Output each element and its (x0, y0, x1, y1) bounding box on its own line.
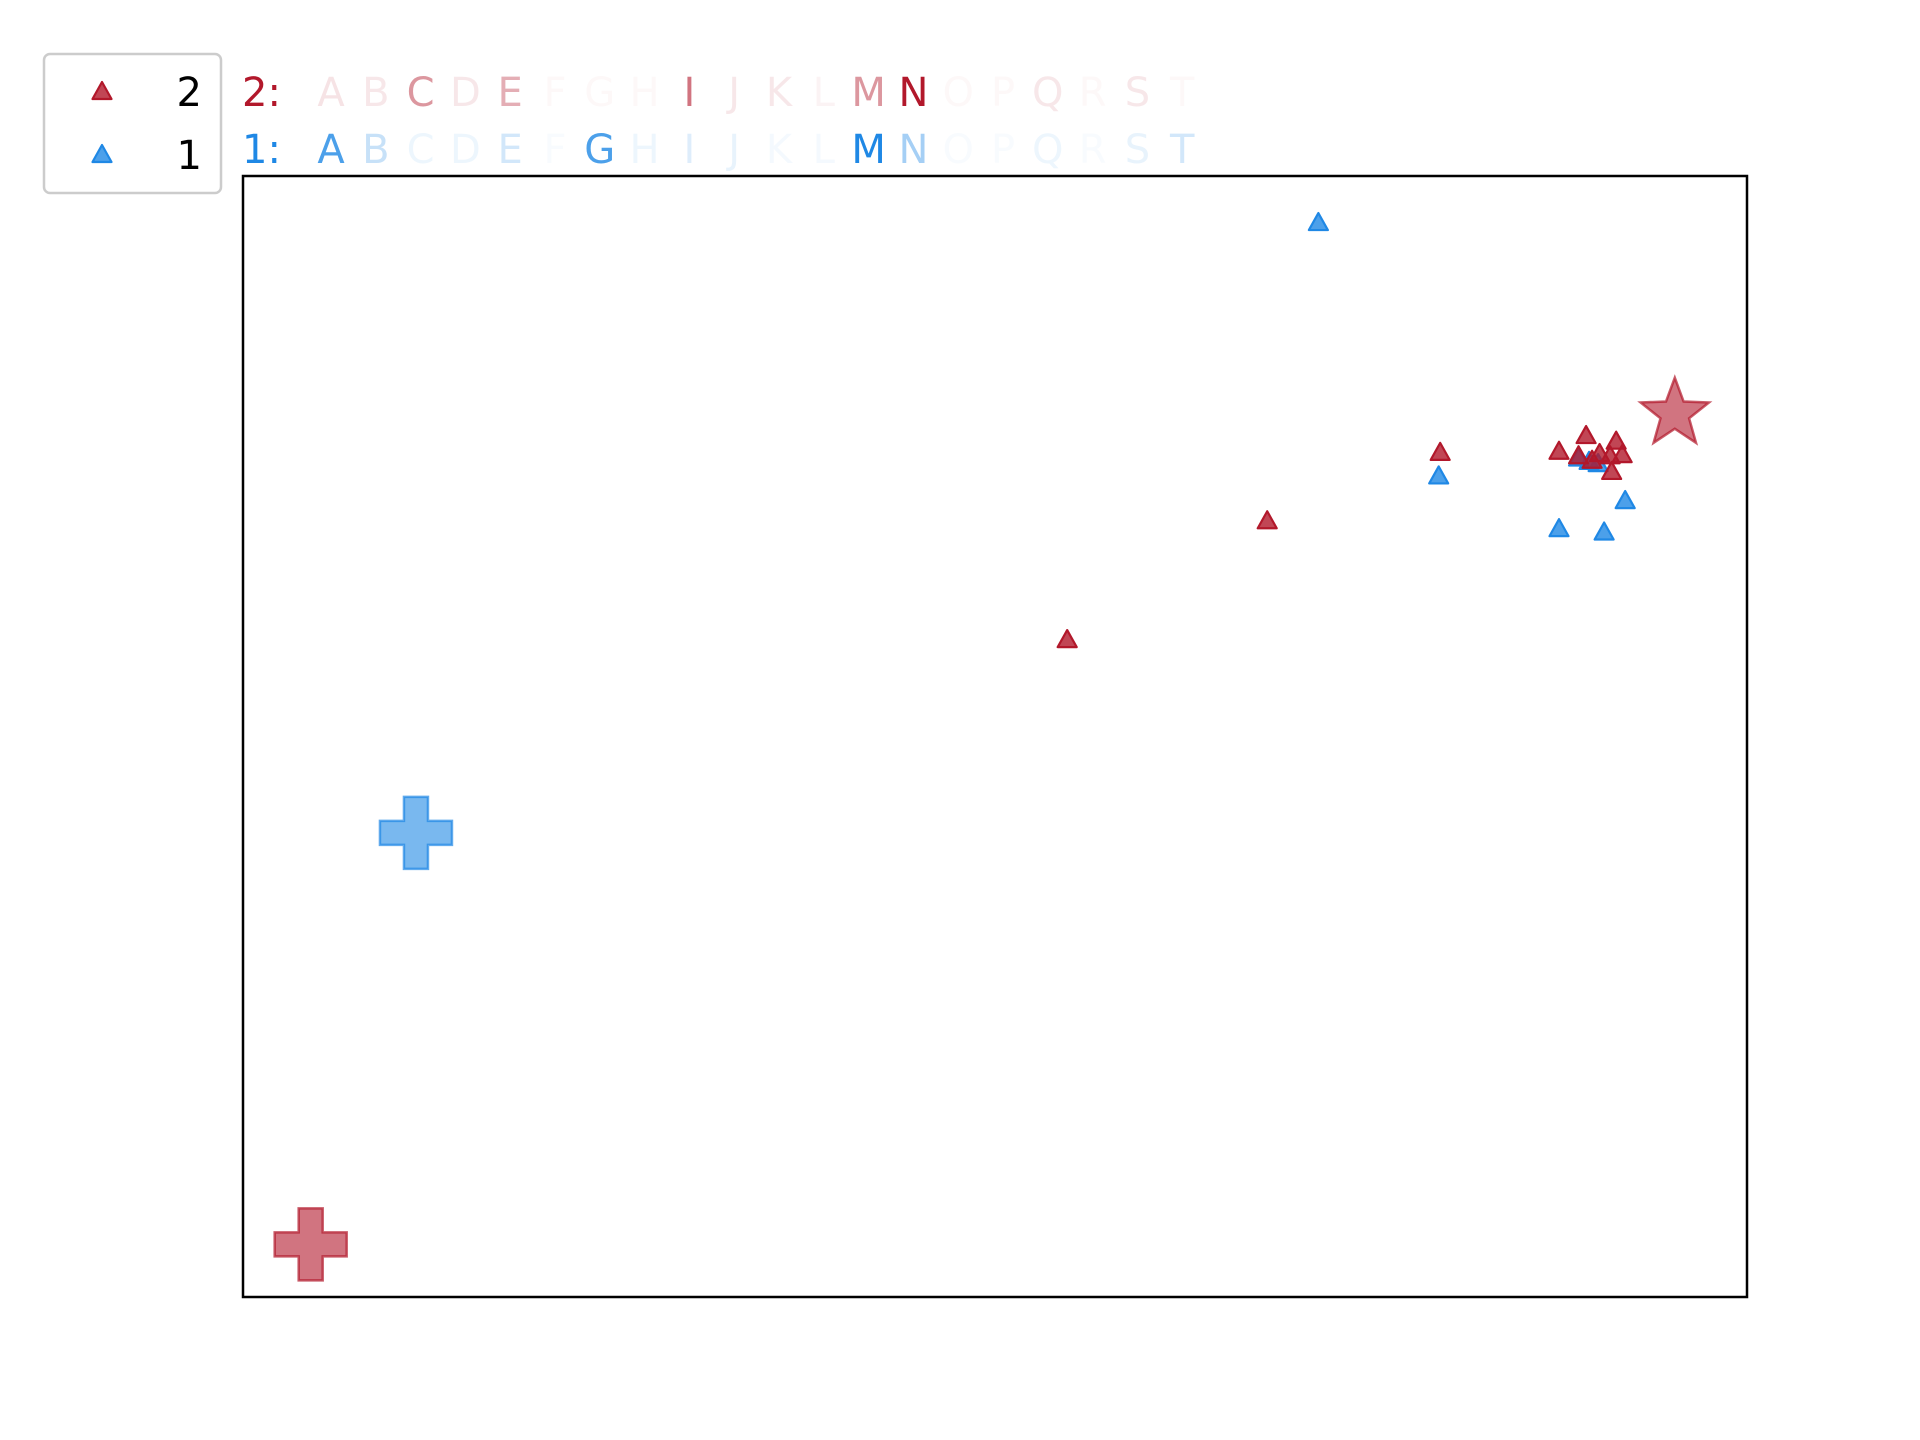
plot-area (273, 211, 1713, 1282)
series-2-start-marker (273, 1207, 348, 1282)
series-2-letter: F (543, 70, 566, 116)
series-2-point (1575, 424, 1597, 445)
letter-strip: 2: A B C D E F G H I J K L M N O P Q R S T 1: A B C D E F G H I J K L M N O P… (242, 70, 1195, 173)
series-2-letter: R (1079, 70, 1107, 116)
series-2-prefix: 2: (242, 70, 281, 116)
series-2-letter: H (630, 70, 660, 116)
series-2-letter: S (1125, 70, 1150, 116)
series-1-letter: Q (1032, 127, 1063, 173)
series-2-letter: E (498, 70, 523, 116)
series-2-point (1056, 628, 1078, 649)
series-2-letter: N (898, 70, 928, 116)
series-1-point (1593, 521, 1615, 541)
legend: 21 (42, 52, 223, 195)
series-2-letter: O (942, 70, 973, 116)
series-1-letter: D (450, 127, 481, 173)
series-2-letter: K (766, 70, 794, 116)
series-2-point (1548, 440, 1570, 460)
series-2-letter: A (317, 70, 345, 116)
series-2-point (1256, 510, 1278, 530)
series-2-letter: P (991, 70, 1015, 116)
series-1-letter: B (362, 127, 389, 173)
series-2-letter: G (584, 70, 615, 116)
series-2-letter: C (407, 70, 435, 116)
series-1-letter: C (407, 127, 435, 173)
series-1-letter: F (543, 127, 566, 173)
series-2-letter: B (362, 70, 389, 116)
series-1-letter: M (851, 127, 886, 173)
series-2-point (1567, 445, 1590, 465)
series-1-letter: A (317, 127, 345, 173)
series-1-letter: R (1079, 127, 1107, 173)
series-1-letter: G (584, 127, 615, 173)
series-2-letter: L (813, 70, 836, 116)
series-1-letter: I (684, 127, 696, 173)
series-2-point (1611, 444, 1633, 464)
series-1-point (1548, 518, 1570, 538)
series-1-letter: L (813, 127, 836, 173)
series-1-letter: O (942, 127, 973, 173)
axes-frame (241, 174, 1749, 1299)
series-1-letter: K (766, 127, 794, 173)
series-1-point (1307, 211, 1329, 232)
series-2-letter: Q (1032, 70, 1063, 116)
series-2-point (1429, 441, 1451, 461)
series-1-letter: N (898, 127, 928, 173)
series-2-point (1605, 430, 1627, 450)
series-1-start-marker (378, 795, 454, 871)
series-1-point (1614, 489, 1636, 510)
series-2-letter: I (684, 70, 696, 116)
series-1-prefix: 1: (242, 127, 281, 173)
series-1-letter: S (1125, 127, 1150, 173)
series-1-letter: H (630, 127, 660, 173)
series-1-letter: P (991, 127, 1015, 173)
series-2-end-marker (1637, 374, 1713, 446)
series-2-letter: T (1169, 70, 1195, 116)
legend-label-1: 1 (177, 133, 202, 179)
series-1-letter: E (498, 127, 523, 173)
series-2-letter: J (725, 70, 740, 116)
legend-marker-2 (91, 80, 113, 101)
legend-box (42, 52, 223, 195)
series-1-letter: T (1169, 127, 1195, 173)
series-1-point (1428, 465, 1450, 485)
series-2-letter: D (450, 70, 481, 116)
series-2-point (1601, 460, 1623, 481)
series-1-letter: J (725, 127, 740, 173)
series-2-letter: M (851, 70, 886, 116)
legend-label-2: 2 (177, 70, 202, 116)
legend-marker-1 (91, 143, 113, 164)
